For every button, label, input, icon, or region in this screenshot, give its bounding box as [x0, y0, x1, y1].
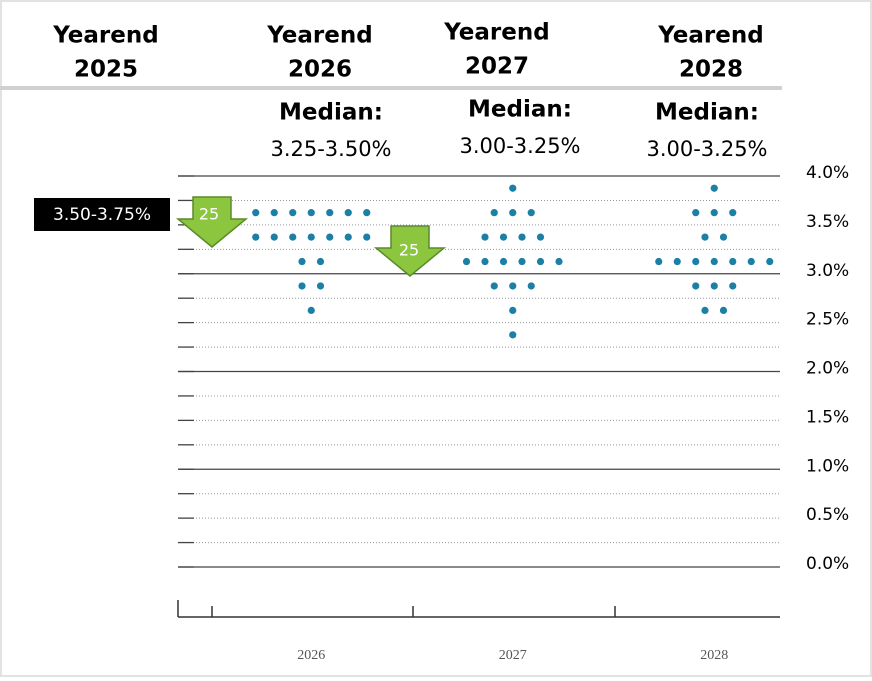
dot: [729, 257, 737, 266]
dot: [692, 209, 700, 217]
dot: [481, 257, 489, 266]
y-tick-label: 4.0%: [806, 163, 849, 183]
current-rate: 3.50-3.75%: [53, 205, 151, 225]
dot: [518, 257, 526, 266]
y-tick-label: 3.5%: [806, 212, 849, 232]
y-tick-label: 1.0%: [806, 456, 849, 476]
dot: [499, 257, 508, 266]
col-year: 2025: [74, 57, 138, 83]
dot: [462, 257, 471, 266]
dot: [527, 282, 535, 290]
col-year: 2027: [465, 54, 529, 80]
median-label: Median:: [655, 100, 759, 126]
current-rate-box: [34, 198, 170, 231]
median-label: Median:: [468, 97, 572, 123]
dot: [509, 306, 517, 315]
dot: [499, 233, 508, 241]
x-axis: [177, 600, 780, 618]
dot: [326, 209, 334, 217]
dot: [316, 257, 325, 266]
dot: [289, 209, 297, 217]
dot: [555, 257, 563, 266]
col-label: Yearend: [657, 23, 763, 49]
dot: [710, 209, 718, 217]
median-value: 3.00-3.25%: [459, 134, 580, 158]
dot: [270, 209, 278, 217]
cut-label: 25: [399, 241, 419, 260]
cut-label: 25: [199, 205, 219, 224]
dot: [316, 282, 325, 290]
median-value: 3.25-3.50%: [270, 137, 391, 161]
dot: [344, 233, 352, 241]
dot: [729, 209, 737, 217]
dot: [729, 282, 737, 290]
col-label: Yearend: [52, 23, 158, 49]
y-tick-label: 2.5%: [806, 310, 849, 330]
dot: [289, 233, 297, 241]
dot: [536, 257, 545, 266]
dot: [701, 306, 709, 315]
dot: [490, 282, 498, 290]
col-year: 2028: [679, 57, 743, 83]
cut-arrow: [175, 196, 249, 248]
dot: [307, 233, 315, 241]
dot: [307, 209, 315, 217]
dot: [298, 257, 306, 266]
dot: [719, 233, 728, 241]
dot: [270, 233, 278, 241]
col-label: Yearend: [443, 20, 549, 46]
dot: [509, 184, 517, 192]
dot: [710, 282, 718, 290]
x-tick-label: 2027: [499, 648, 527, 663]
dot: [710, 184, 718, 192]
y-tick-label: 3.0%: [806, 261, 849, 281]
dot: [710, 257, 718, 266]
median-value: 3.00-3.25%: [646, 137, 767, 161]
dot: [692, 282, 700, 290]
cut-arrow: [373, 225, 447, 277]
col-label: Yearend: [266, 23, 372, 49]
y-tick-label: 2.0%: [806, 359, 849, 379]
dot: [344, 209, 352, 217]
dot: [747, 257, 755, 266]
dot: [363, 233, 371, 241]
x-tick-label: 2028: [700, 648, 728, 663]
dot: [719, 306, 728, 315]
dot: [518, 233, 526, 241]
dot: [509, 209, 517, 217]
dot: [766, 257, 774, 266]
dot: [363, 209, 371, 217]
dot: [527, 209, 535, 217]
dot: [701, 233, 709, 241]
dot: [326, 233, 334, 241]
y-tick-label: 1.5%: [806, 407, 849, 427]
dot: [692, 257, 700, 266]
median-label: Median:: [279, 100, 383, 126]
dot: [655, 257, 663, 266]
col-year: 2026: [288, 57, 352, 83]
dot: [252, 209, 260, 217]
x-tick-label: 2026: [297, 648, 325, 663]
dot: [252, 233, 260, 241]
y-tick-label: 0.0%: [806, 554, 849, 574]
dot: [307, 306, 315, 315]
dot: [490, 209, 498, 217]
dot: [536, 233, 545, 241]
dot: [673, 257, 681, 266]
y-tick-label: 0.5%: [806, 505, 849, 525]
dot: [509, 331, 517, 339]
dot: [509, 282, 517, 290]
dot: [481, 233, 489, 241]
dot: [298, 282, 306, 290]
